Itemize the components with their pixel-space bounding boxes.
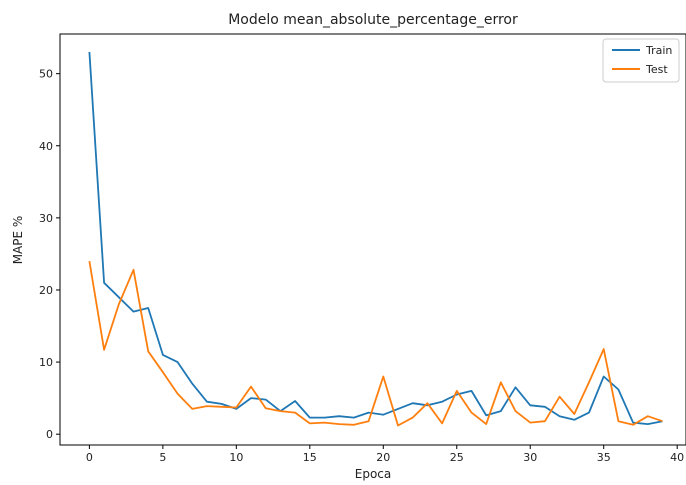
x-tick-label: 25 xyxy=(450,451,464,464)
x-tick-label: 5 xyxy=(159,451,166,464)
x-tick-label: 30 xyxy=(523,451,537,464)
y-tick-label: 20 xyxy=(39,284,53,297)
x-tick-label: 35 xyxy=(597,451,611,464)
x-tick-label: 40 xyxy=(670,451,684,464)
y-tick-label: 10 xyxy=(39,356,53,369)
series-lines xyxy=(88,51,663,427)
legend: Train Test xyxy=(602,38,680,83)
y-axis-label: MAPE % xyxy=(11,216,25,265)
chart-title: Modelo mean_absolute_percentage_error xyxy=(228,12,518,28)
y-tick-label: 40 xyxy=(39,140,53,153)
series-line-train xyxy=(88,51,663,426)
x-tick-label: 0 xyxy=(86,451,93,464)
y-tick-label: 0 xyxy=(46,428,53,441)
axis-ticks: 0 5 10 15 20 25 30 35 40 0 10 20 30 40 50 xyxy=(39,68,684,464)
x-tick-label: 10 xyxy=(229,451,243,464)
legend-train-label: Train xyxy=(645,44,672,57)
series-line-test xyxy=(88,260,663,427)
x-tick-label: 20 xyxy=(376,451,390,464)
plot-frame xyxy=(59,33,686,446)
legend-test-label: Test xyxy=(645,63,668,76)
x-tick-label: 15 xyxy=(303,451,317,464)
y-tick-label: 30 xyxy=(39,212,53,225)
y-tick-label: 50 xyxy=(39,68,53,81)
x-axis-label: Epoca xyxy=(355,467,392,481)
